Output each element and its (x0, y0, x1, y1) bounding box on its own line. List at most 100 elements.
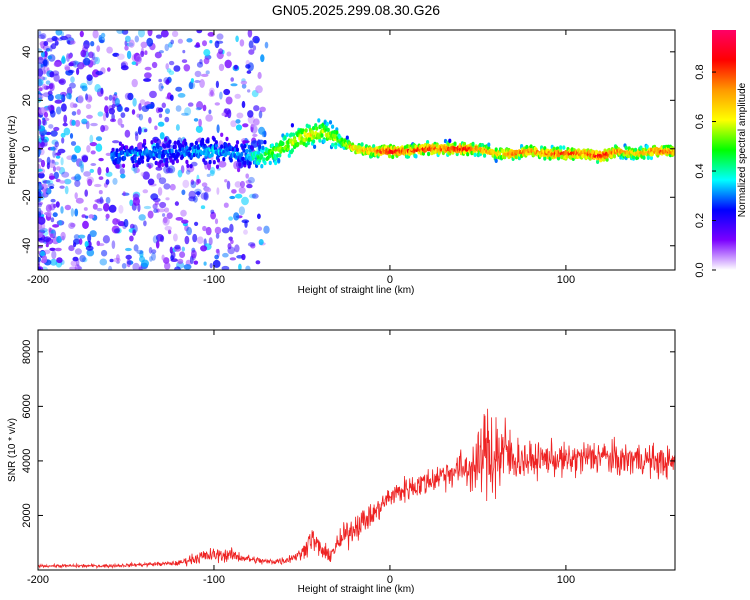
spectrogram-cell (83, 207, 88, 211)
spectrogram-cell (82, 44, 90, 49)
spectrogram-cell (132, 229, 136, 236)
spectrogram-cell (54, 141, 59, 148)
spectrogram-cell (246, 183, 253, 189)
spectrogram-cell (165, 157, 169, 162)
spectrogram-cell (61, 103, 67, 112)
spectrogram-cell (55, 155, 61, 159)
spectrogram-cell (179, 251, 186, 258)
spectrogram-cell (131, 109, 136, 115)
spectrogram-cell (483, 153, 487, 158)
spectrogram-cell (68, 222, 75, 229)
spectrogram-cell (175, 105, 182, 112)
spectrogram-cell (59, 180, 66, 184)
spectrogram-cell (245, 148, 249, 154)
spectrogram-cell (241, 253, 246, 261)
spectrogram-cell (210, 89, 214, 96)
spectrogram-cell (218, 48, 224, 55)
spectrogram-cell (104, 96, 109, 101)
spectrogram-cell (98, 157, 104, 162)
spectrogram-cell (40, 141, 46, 149)
spectrogram-cell (45, 48, 51, 52)
spectrogram-cell (171, 30, 179, 38)
spectrogram-cell (596, 159, 600, 164)
spectrogram-cell (186, 163, 190, 168)
spectrogram-cell (149, 90, 157, 99)
spectrogram-cell (226, 51, 232, 57)
spectrogram-cell (51, 35, 58, 42)
spectrogram-cell (165, 63, 169, 70)
spectrogram-frame (37, 29, 676, 271)
spectrogram-x-tick-label: 0 (387, 274, 393, 286)
spectrogram-cell (169, 183, 176, 191)
spectrogram-cell (245, 179, 252, 184)
spectrogram-cell (66, 92, 72, 100)
spectrogram-cell (58, 219, 62, 226)
spectrogram-cell (237, 167, 241, 173)
spectrogram-cell (148, 117, 152, 124)
spectrogram-cell (201, 137, 205, 143)
spectrogram-cell (222, 157, 226, 162)
spectrogram-cell (215, 232, 220, 239)
spectrogram-cell (53, 73, 60, 82)
spectrogram-cell (199, 79, 205, 88)
spectrogram-cell (279, 149, 283, 154)
spectrogram-cell (42, 44, 50, 51)
spectrogram-cell (116, 53, 125, 60)
spectrogram-cell (196, 30, 203, 34)
spectrogram-cell (145, 148, 149, 153)
spectrogram-cell (160, 30, 169, 38)
spectrogram-cell (154, 51, 162, 59)
spectrogram-cell (98, 36, 106, 44)
spectrogram-cell (56, 220, 65, 226)
spectrogram-cell (240, 180, 245, 188)
spectrogram-cell (90, 41, 95, 47)
spectrogram-cell (55, 152, 62, 156)
spectrogram-cell (233, 161, 240, 170)
spectrogram-cell (38, 125, 42, 130)
spectrogram-cell (250, 145, 254, 150)
spectrogram-cell (216, 158, 221, 163)
spectrogram-cell (97, 166, 102, 176)
spectrogram-cell (47, 183, 55, 188)
spectrogram-cell (99, 258, 108, 266)
spectrogram-cell (223, 202, 229, 208)
spectrogram-cell (168, 70, 175, 76)
spectrogram-cell (312, 139, 316, 144)
spectrogram-cell (140, 155, 145, 160)
spectrogram-cell (105, 167, 109, 174)
spectrogram-cell (166, 68, 172, 73)
snr-y-label: SNR (10 * v/v) (7, 418, 18, 482)
spectrogram-cell (448, 138, 452, 143)
spectrogram-cell (63, 178, 72, 185)
spectrogram-cell (126, 258, 131, 268)
spectrogram-cell (59, 185, 65, 189)
spectrogram-cell (184, 235, 190, 245)
spectrogram-cell (215, 248, 220, 254)
spectrogram-cell (69, 40, 76, 45)
spectrogram-cell (195, 125, 203, 133)
spectrogram-cell (188, 146, 192, 151)
spectrogram-cell (67, 53, 73, 60)
spectrogram-cell (121, 263, 127, 269)
spectrogram-cell (310, 130, 315, 135)
spectrogram-cell (290, 148, 294, 153)
spectrogram-cell (190, 181, 197, 189)
spectrogram-cell (73, 175, 77, 182)
spectrogram-cell (224, 59, 232, 69)
spectrogram-cell (97, 111, 104, 117)
spectrogram-cell (148, 164, 152, 169)
spectrogram-cell (160, 85, 164, 89)
spectrogram-cell (38, 78, 44, 86)
spectrogram-cell (51, 43, 57, 50)
spectrogram-cell (41, 117, 46, 121)
spectrogram-cell (168, 60, 175, 66)
spectrogram-cell (60, 31, 64, 37)
spectrogram-cell (238, 162, 242, 167)
spectrogram-cell (38, 55, 43, 63)
spectrogram-cell (317, 118, 321, 123)
spectrogram-cell (38, 68, 44, 77)
snr-y-tick-label: 4000 (21, 449, 33, 473)
spectrogram-cell (170, 149, 174, 154)
spectrogram-cell (209, 263, 213, 269)
spectrogram-cell (165, 108, 170, 114)
